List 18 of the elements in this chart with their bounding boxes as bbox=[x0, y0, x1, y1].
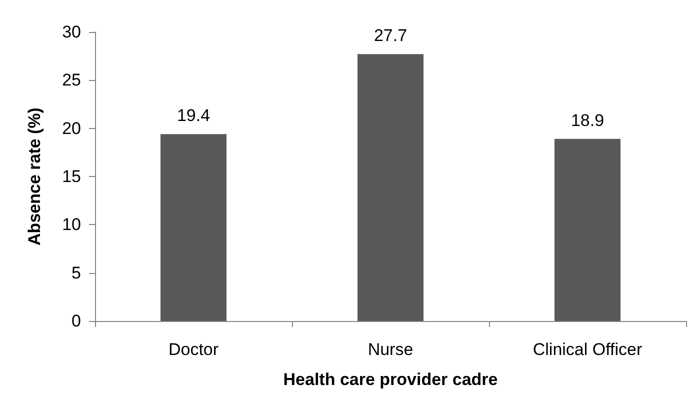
x-tick-label: Clinical Officer bbox=[532, 340, 642, 359]
x-tick-label: Doctor bbox=[168, 340, 219, 359]
x-axis-title: Health care provider cadre bbox=[283, 370, 498, 389]
data-label: 27.7 bbox=[374, 26, 408, 46]
data-label: 19.4 bbox=[176, 106, 210, 126]
y-tick-label: 0 bbox=[72, 312, 81, 330]
y-tick-label: 25 bbox=[62, 70, 81, 90]
bar bbox=[160, 134, 226, 321]
y-tick-label: 10 bbox=[62, 215, 81, 234]
data-label: 18.9 bbox=[570, 110, 604, 130]
y-tick-label: 20 bbox=[62, 118, 81, 138]
y-axis-title: Absence rate (%) bbox=[25, 108, 44, 246]
y-tick-label: 5 bbox=[72, 263, 81, 282]
y-tick-label: 15 bbox=[62, 167, 81, 186]
y-tick-label: 30 bbox=[62, 22, 81, 42]
bar bbox=[358, 54, 424, 321]
x-tick-label: Nurse bbox=[368, 340, 414, 359]
bar bbox=[554, 138, 620, 321]
